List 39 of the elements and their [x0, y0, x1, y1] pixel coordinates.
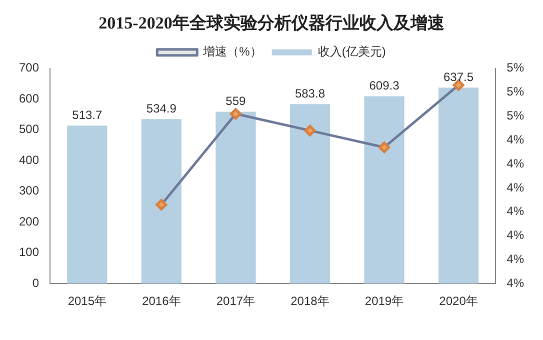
bar — [216, 112, 256, 284]
text: 513.7 — [72, 108, 102, 122]
y-tick-label: 600 — [18, 91, 40, 106]
legend-label: 增速（%） — [202, 44, 262, 59]
y-tick-label: 500 — [18, 122, 40, 136]
text: 637.5 — [444, 70, 474, 84]
y2-tick-label: 4% — [506, 156, 524, 170]
y2-tick-label: 4% — [506, 204, 524, 218]
y2-tick-label: 4% — [506, 276, 524, 290]
y2-tick-label: 5% — [506, 108, 524, 123]
bar — [438, 88, 479, 284]
legend-label: 收入(亿美元) — [318, 44, 386, 59]
x-tick-label: 2015年 — [68, 294, 107, 308]
y2-tick-label: 5% — [506, 84, 524, 99]
bar — [364, 96, 404, 284]
bar — [290, 104, 330, 284]
text: 609.3 — [369, 78, 400, 93]
y2-tick-label: 4% — [506, 228, 524, 242]
x-tick-label: 2016年 — [142, 294, 181, 308]
text: 534.9 — [146, 101, 176, 116]
y2-tick-label: 4% — [506, 180, 524, 194]
y-tick-label: 300 — [18, 184, 40, 198]
x-tick-label: 2020年 — [439, 294, 478, 308]
y-tick-label: 400 — [18, 152, 40, 167]
y-tick-label: 0 — [32, 276, 40, 290]
text: 583.8 — [294, 86, 325, 100]
bar — [67, 126, 108, 284]
y2-tick-label: 5% — [506, 60, 524, 75]
bar — [141, 119, 182, 284]
text: 559 — [226, 94, 246, 108]
y-tick-label: 200 — [18, 214, 40, 228]
chart-title: 2015-2020年全球实验分析仪器行业收入及增速 — [98, 14, 444, 33]
y2-tick-label: 4% — [506, 252, 524, 266]
y-tick-label: 100 — [18, 245, 40, 260]
x-tick-label: 2018年 — [290, 294, 330, 308]
y2-tick-label: 4% — [506, 132, 524, 146]
y-tick-label: 700 — [18, 60, 40, 75]
x-tick-label: 2017年 — [216, 294, 256, 308]
x-tick-label: 2019年 — [364, 294, 404, 308]
